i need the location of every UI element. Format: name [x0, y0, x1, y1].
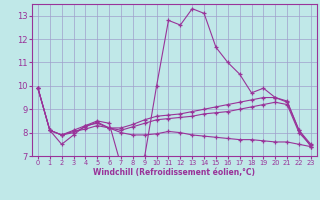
X-axis label: Windchill (Refroidissement éolien,°C): Windchill (Refroidissement éolien,°C) — [93, 168, 255, 177]
